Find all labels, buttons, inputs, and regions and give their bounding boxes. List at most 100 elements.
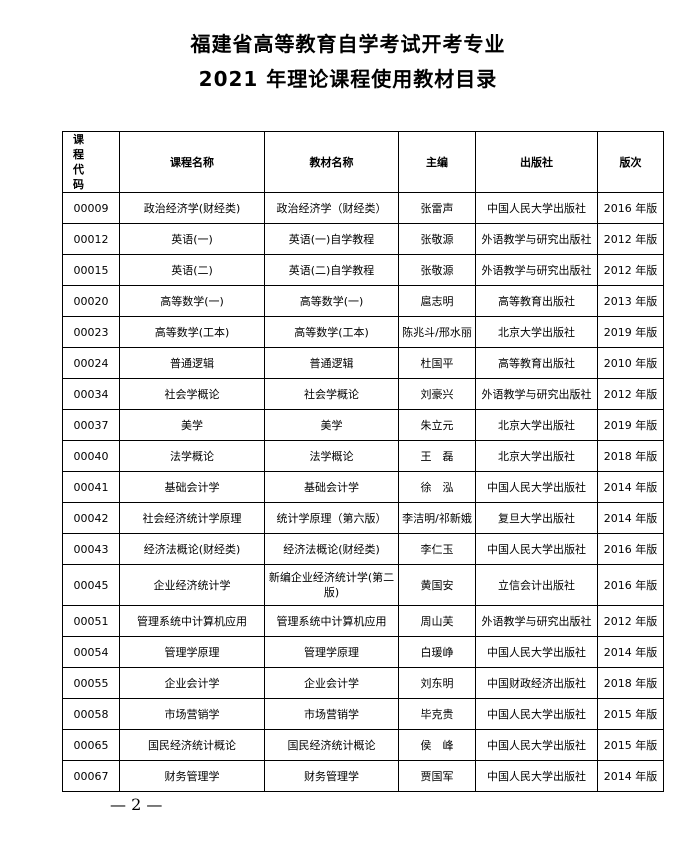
publisher-cell: 高等教育出版社 xyxy=(475,285,598,317)
edition-cell: 2019 年版 xyxy=(597,409,664,441)
textbook-name-cell: 英语(二)自学教程 xyxy=(264,254,399,286)
edition-cell: 2014 年版 xyxy=(597,502,664,534)
editor-cell: 张雷声 xyxy=(398,192,476,224)
editor-cell: 徐 泓 xyxy=(398,471,476,503)
table-row: 00067 财务管理学 财务管理学 贾国军 中国人民大学出版社 2014 年版 xyxy=(62,760,664,792)
table-row: 00055 企业会计学 企业会计学 刘东明 中国财政经济出版社 2018 年版 xyxy=(62,667,664,699)
textbook-name-cell: 基础会计学 xyxy=(264,471,399,503)
publisher-cell: 中国人民大学出版社 xyxy=(475,192,598,224)
editor-cell: 杜国平 xyxy=(398,347,476,379)
table-row: 00065 国民经济统计概论 国民经济统计概论侯 峰中国人民大学出版社 2015 年版 xyxy=(62,729,664,761)
publisher-cell: 中国人民大学出版社 xyxy=(475,636,598,668)
course-code-cell: 00023 xyxy=(62,316,120,348)
table-row: 00023 高等数学(工本) 高等数学(工本) 陈兆斗/邢水丽 北京大学出版社 2019 … xyxy=(62,316,664,348)
edition-cell: 2016 年版 xyxy=(597,533,664,565)
course-code-cell: 00009 xyxy=(62,192,120,224)
publisher-cell: 中国人民大学出版社 xyxy=(475,760,598,792)
course-name-cell: 经济法概论(财经类) xyxy=(119,533,265,565)
table-row: 00020 高等数学(一) 高等数学(一) 扈志明 高等教育出版社 2013 年版 xyxy=(62,285,664,317)
textbook-name-cell: 统计学原理（第六版） xyxy=(264,502,399,534)
editor-cell: 侯 峰 xyxy=(398,729,476,761)
editor-cell: 王 磊 xyxy=(398,440,476,472)
course-name-cell: 高等数学(工本) xyxy=(119,316,265,348)
course-name-cell: 高等数学(一) xyxy=(119,285,265,317)
editor-cell: 白瑗峥 xyxy=(398,636,476,668)
editor-cell: 扈志明 xyxy=(398,285,476,317)
textbook-name-cell: 高等数学(工本) xyxy=(264,316,399,348)
editor-cell: 张敬源 xyxy=(398,223,476,255)
course-name-cell: 法学概论 xyxy=(119,440,265,472)
publisher-cell: 高等教育出版社 xyxy=(475,347,598,379)
publisher-cell: 中国人民大学出版社 xyxy=(475,533,598,565)
textbook-name-cell: 高等数学(一) xyxy=(264,285,399,317)
editor-cell: 黄国安 xyxy=(398,564,476,606)
course-name-cell: 财务管理学 xyxy=(119,760,265,792)
course-code-cell: 00041 xyxy=(62,471,120,503)
edition-cell: 2012 年版 xyxy=(597,223,664,255)
edition-cell: 2014 年版 xyxy=(597,760,664,792)
course-code-cell: 00067 xyxy=(62,760,120,792)
table-row: 00045 企业经济统计学 新编企业经济统计学(第二版) 黄国安 立信会计出版社 2016… xyxy=(62,564,664,606)
textbook-name-cell: 美学 xyxy=(264,409,399,441)
editor-cell: 毕克贵 xyxy=(398,698,476,730)
course-code-cell: 00034 xyxy=(62,378,120,410)
table-row: 00054 管理学原理 管理学原理 白瑗峥 中国人民大学出版社 2014 年版 xyxy=(62,636,664,668)
textbook-name-cell: 普通逻辑 xyxy=(264,347,399,379)
publisher-cell: 北京大学出版社 xyxy=(475,316,598,348)
table-row: 00009 政治经济学(财经类) 政治经济学（财经类） 张雷声 中国人民大学出版社 201… xyxy=(62,192,664,224)
publisher-cell: 中国人民大学出版社 xyxy=(475,698,598,730)
publisher-cell: 北京大学出版社 xyxy=(475,409,598,441)
document-title: 福建省高等教育自学考试开考专业 xyxy=(190,32,506,56)
textbook-name-cell: 管理学原理 xyxy=(264,636,399,668)
header-edition: 版次 xyxy=(597,131,664,193)
publisher-cell: 复旦大学出版社 xyxy=(475,502,598,534)
edition-cell: 2015 年版 xyxy=(597,698,664,730)
textbook-name-cell: 财务管理学 xyxy=(264,760,399,792)
header-course-code: 课 程代 码 xyxy=(62,131,120,193)
table-row: 00043 经济法概论(财经类) 经济法概论(财经类) 李仁玉 中国人民大学出版社 201… xyxy=(62,533,664,565)
course-code-cell: 00058 xyxy=(62,698,120,730)
publisher-cell: 中国人民大学出版社 xyxy=(475,471,598,503)
publisher-cell: 外语教学与研究出版社 xyxy=(475,378,598,410)
course-name-cell: 普通逻辑 xyxy=(119,347,265,379)
course-code-cell: 00043 xyxy=(62,533,120,565)
course-code-cell: 00024 xyxy=(62,347,120,379)
edition-cell: 2010 年版 xyxy=(597,347,664,379)
course-name-cell: 管理系统中计算机应用 xyxy=(119,605,265,637)
table-row: 00041 基础会计学 基础会计学徐 泓中国人民大学出版社 2014 年版 xyxy=(62,471,664,503)
publisher-cell: 外语教学与研究出版社 xyxy=(475,254,598,286)
header-course-name: 课程名称 xyxy=(119,131,265,193)
course-code-cell: 00020 xyxy=(62,285,120,317)
document-subtitle: 2021 年理论课程使用教材目录 xyxy=(198,67,498,91)
edition-cell: 2015 年版 xyxy=(597,729,664,761)
edition-cell: 2016 年版 xyxy=(597,564,664,606)
textbook-name-cell: 经济法概论(财经类) xyxy=(264,533,399,565)
course-code-cell: 00051 xyxy=(62,605,120,637)
table-row: 00040 法学概论 法学概论王 磊北京大学出版社 2018 年版 xyxy=(62,440,664,472)
course-name-cell: 美学 xyxy=(119,409,265,441)
editor-cell: 李洁明/祁新娥 xyxy=(398,502,476,534)
edition-cell: 2013 年版 xyxy=(597,285,664,317)
table-row: 00012 英语(一) 英语(一)自学教程 张敬源 外语教学与研究出版社 2012 年版 xyxy=(62,223,664,255)
publisher-cell: 外语教学与研究出版社 xyxy=(475,223,598,255)
course-name-cell: 社会学概论 xyxy=(119,378,265,410)
course-name-cell: 企业会计学 xyxy=(119,667,265,699)
header-code-line1: 课 程 xyxy=(73,133,98,161)
editor-cell: 周山芙 xyxy=(398,605,476,637)
textbook-name-cell: 管理系统中计算机应用 xyxy=(264,605,399,637)
course-code-cell: 00037 xyxy=(62,409,120,441)
editor-cell: 刘豪兴 xyxy=(398,378,476,410)
header-publisher: 出版社 xyxy=(475,131,598,193)
course-code-cell: 00065 xyxy=(62,729,120,761)
editor-cell: 贾国军 xyxy=(398,760,476,792)
course-code-cell: 00012 xyxy=(62,223,120,255)
course-name-cell: 政治经济学(财经类) xyxy=(119,192,265,224)
course-name-cell: 企业经济统计学 xyxy=(119,564,265,606)
textbook-name-cell: 新编企业经济统计学(第二版) xyxy=(264,564,399,606)
table-row: 00037 美学 美学 朱立元 北京大学出版社 2019 年版 xyxy=(62,409,664,441)
course-code-cell: 00055 xyxy=(62,667,120,699)
edition-cell: 2016 年版 xyxy=(597,192,664,224)
header-textbook-name: 教材名称 xyxy=(264,131,399,193)
edition-cell: 2014 年版 xyxy=(597,636,664,668)
editor-cell: 刘东明 xyxy=(398,667,476,699)
